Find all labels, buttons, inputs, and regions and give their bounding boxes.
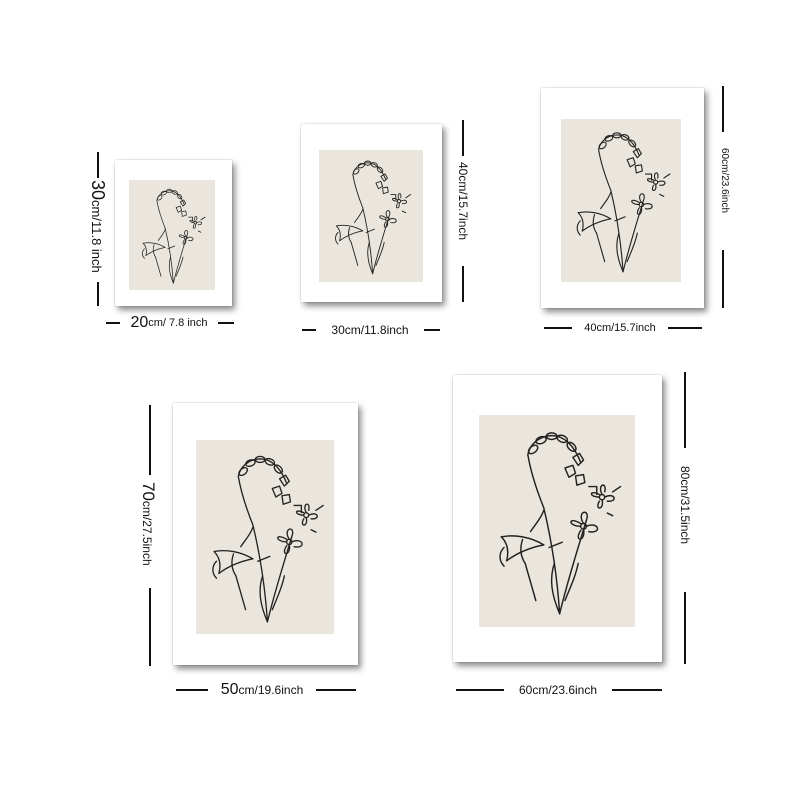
- width-dimension-line: [424, 329, 440, 331]
- height-label: 60cm/23.6inch: [719, 148, 730, 213]
- height-value: 70: [139, 482, 158, 501]
- height-unit-text: 80cm/31.5inch: [678, 466, 692, 545]
- height-value: 30: [88, 180, 108, 201]
- width-dimension-line: [668, 327, 702, 329]
- width-unit-text: 40cm/15.7inch: [584, 322, 656, 334]
- height-dimension-line: [684, 592, 686, 664]
- width-dimension-line: [612, 689, 662, 691]
- height-unit-text: cm/27.5inch: [140, 500, 154, 566]
- height-dimension-line: [462, 120, 464, 156]
- width-label: 20 cm/ 7.8 inch: [120, 313, 218, 333]
- width-unit-text: cm/19.6inch: [238, 683, 304, 697]
- width-label: 60cm/23.6inch: [504, 680, 612, 700]
- width-unit-text: 60cm/23.6inch: [518, 683, 598, 697]
- width-label: 30cm/11.8inch: [316, 320, 424, 340]
- width-dimension-line: [544, 327, 572, 329]
- print-artwork-mat: [479, 415, 635, 627]
- width-unit-text: 30cm/11.8inch: [331, 323, 409, 337]
- print-frame-60x80: [453, 375, 662, 662]
- height-dimension-line: [722, 86, 724, 132]
- width-dimension-line: [456, 689, 504, 691]
- height-unit-text: 60cm/23.6inch: [719, 148, 730, 214]
- height-dimension-line: [97, 282, 99, 306]
- width-label: 40cm/15.7inch: [572, 319, 668, 337]
- botanical-drawing: [142, 188, 206, 284]
- botanical-drawing: [212, 455, 324, 623]
- width-label: 50 cm/19.6inch: [208, 679, 316, 701]
- height-label: 70cm/27.5inch: [138, 482, 158, 566]
- print-artwork-mat: [196, 440, 334, 634]
- height-dimension-line: [722, 250, 724, 308]
- height-label: 40cm/15.7inch: [456, 162, 470, 240]
- width-dimension-line: [176, 689, 208, 691]
- botanical-drawing: [576, 132, 671, 273]
- width-dimension-line: [316, 689, 356, 691]
- height-dimension-line: [149, 405, 151, 475]
- print-frame-30x40: [301, 124, 442, 302]
- width-dimension-line: [302, 329, 316, 331]
- print-frame-50x70: [173, 403, 358, 665]
- width-unit-text: cm/ 7.8 inch: [148, 317, 208, 329]
- height-label: 80cm/31.5inch: [678, 466, 692, 544]
- print-frame-40x60: [541, 88, 704, 308]
- width-dimension-line: [218, 322, 234, 324]
- height-unit-text: cm/11.8 inch: [89, 200, 104, 273]
- width-value: 20: [130, 314, 149, 331]
- print-artwork-mat: [319, 150, 423, 282]
- height-unit-text: 40cm/15.7inch: [456, 162, 470, 241]
- width-value: 50: [220, 681, 239, 698]
- print-frame-20x30: [115, 160, 232, 306]
- botanical-drawing: [335, 160, 412, 275]
- height-label: 30cm/11.8 inch: [87, 180, 108, 273]
- botanical-drawing: [499, 432, 622, 615]
- height-dimension-line: [149, 588, 151, 666]
- height-dimension-line: [684, 372, 686, 448]
- print-artwork-mat: [129, 180, 215, 290]
- print-artwork-mat: [561, 119, 681, 282]
- width-dimension-line: [106, 322, 120, 324]
- height-dimension-line: [97, 152, 99, 178]
- height-dimension-line: [462, 266, 464, 302]
